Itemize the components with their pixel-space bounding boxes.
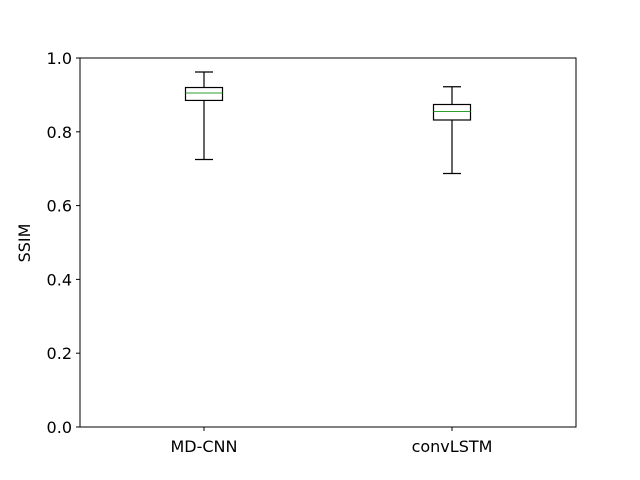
box-md-cnn <box>184 71 224 161</box>
iqr-box <box>184 86 224 102</box>
y-tick-label: 1.0 <box>47 49 72 68</box>
x-tick-label: convLSTM <box>412 437 493 456</box>
y-tick-label: 0.0 <box>47 418 72 437</box>
y-tick-label: 0.2 <box>47 344 72 363</box>
x-axis-ticks: MD-CNN convLSTM <box>170 427 492 456</box>
y-tick-label: 0.8 <box>47 123 72 142</box>
y-axis-ticks: 0.0 0.2 0.4 0.6 0.8 1.0 <box>47 49 80 437</box>
iqr-box <box>432 103 472 121</box>
box-series <box>184 71 472 175</box>
box-convlstm <box>432 86 472 175</box>
y-axis-label: SSIM <box>15 224 34 263</box>
y-tick-label: 0.4 <box>47 270 72 289</box>
plot-background <box>80 58 576 427</box>
plot-frame <box>79 57 577 428</box>
y-tick-label: 0.6 <box>47 197 72 216</box>
x-tick-label: MD-CNN <box>170 437 237 456</box>
